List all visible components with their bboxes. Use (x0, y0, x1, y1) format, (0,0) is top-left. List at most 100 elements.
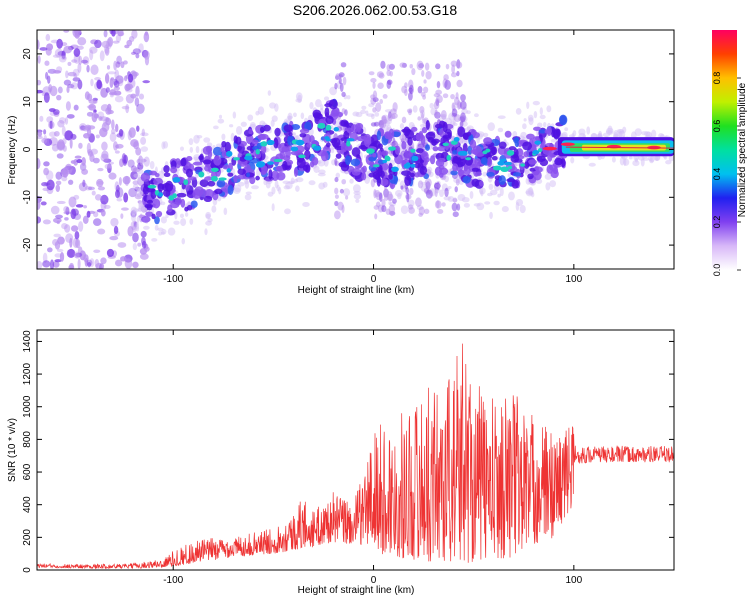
signal-blob (335, 153, 342, 159)
signal-blob (149, 170, 158, 176)
streak-blob (334, 157, 338, 166)
core-blob (267, 161, 274, 165)
signal-blob (157, 183, 164, 192)
signal-blob (337, 112, 344, 118)
signal-blob (403, 126, 411, 137)
signal-blob (437, 145, 447, 152)
core-blob (391, 166, 399, 173)
core-blob (157, 192, 164, 197)
core-blob (410, 148, 416, 153)
signal-blob (176, 192, 187, 198)
streak-blob (385, 208, 391, 215)
noise-blob (46, 179, 55, 191)
signal-blob (508, 146, 516, 151)
noise-blob (111, 119, 115, 130)
x-tick-label: 0 (371, 575, 377, 586)
signal-blob (244, 164, 251, 174)
core-blob (226, 168, 232, 173)
noise-blob (48, 131, 57, 138)
signal-blob (340, 142, 348, 153)
streak-blob (339, 188, 344, 194)
noise-blob (106, 248, 114, 258)
noise-blob (114, 259, 123, 267)
noise-blob (107, 167, 112, 174)
noise-blob (109, 30, 114, 35)
streak-blob (377, 82, 384, 89)
noise-blob (57, 139, 65, 150)
figure-title: S206.2026.062.00.53.G18 (293, 2, 457, 18)
noise-blob (127, 159, 135, 168)
noise-blob (124, 176, 130, 187)
signal-blob (294, 145, 305, 153)
haze-blob (205, 213, 211, 220)
haze-blob (308, 180, 316, 186)
noise-blob (87, 186, 95, 191)
noise-blob (137, 242, 142, 247)
streak-blob (455, 61, 463, 69)
noise-blob (115, 123, 119, 133)
noise-blob (37, 158, 41, 170)
streak-blob (456, 79, 463, 88)
noise-blob (81, 157, 86, 166)
signal-blob (309, 161, 315, 168)
signal-blob (320, 151, 329, 162)
haze-blob (196, 134, 203, 139)
noise-blob (50, 205, 60, 215)
noise-blob (142, 80, 150, 84)
haze-blob (473, 113, 479, 118)
signal-blob (167, 204, 173, 213)
haze-blob (295, 177, 304, 183)
x-tick-label: 0 (371, 274, 377, 285)
noise-blob (106, 65, 111, 70)
signal-blob (185, 168, 194, 178)
y-tick-label: -20 (22, 237, 33, 252)
signal-blob (268, 169, 273, 180)
streak-blob (342, 76, 347, 86)
noise-blob (49, 259, 55, 269)
haze-blob (140, 207, 148, 213)
noise-blob (135, 85, 140, 97)
noise-blob (120, 256, 127, 262)
noise-blob (110, 128, 116, 135)
noise-blob (120, 61, 125, 69)
streak-blob (386, 79, 392, 90)
signal-blob (534, 166, 540, 171)
signal-blob (558, 114, 568, 126)
noise-blob (136, 103, 145, 114)
haze-blob (282, 180, 290, 185)
noise-blob (54, 259, 62, 263)
streak-blob (425, 70, 432, 80)
noise-blob (61, 125, 66, 137)
core-blob (172, 177, 181, 183)
core-blob (256, 161, 266, 168)
signal-blob (204, 176, 213, 181)
x-tick-label: 100 (565, 274, 582, 285)
signal-blob (523, 151, 530, 158)
core-blob (410, 163, 416, 168)
signal-blob (163, 172, 171, 177)
signal-blob (351, 168, 361, 176)
streak-blob (444, 79, 451, 90)
haze-blob (497, 127, 504, 133)
noise-blob (75, 204, 84, 208)
core-blob (460, 150, 468, 156)
signal-blob (199, 179, 209, 188)
haze-blob (288, 180, 296, 184)
signal-blob (548, 164, 558, 171)
noise-blob (89, 49, 94, 61)
haze-blob (419, 124, 425, 128)
noise-blob (56, 220, 60, 225)
noise-blob (130, 51, 137, 56)
streak-blob (422, 94, 427, 100)
noise-blob (63, 206, 70, 213)
noise-blob (59, 251, 65, 262)
signal-blob (498, 175, 506, 185)
streak-blob (434, 200, 442, 209)
noise-blob (123, 154, 128, 164)
core-blob (183, 179, 189, 186)
noise-blob (96, 79, 103, 90)
haze-blob (353, 193, 361, 200)
streak-blob (450, 60, 458, 67)
streak-blob (450, 72, 458, 78)
